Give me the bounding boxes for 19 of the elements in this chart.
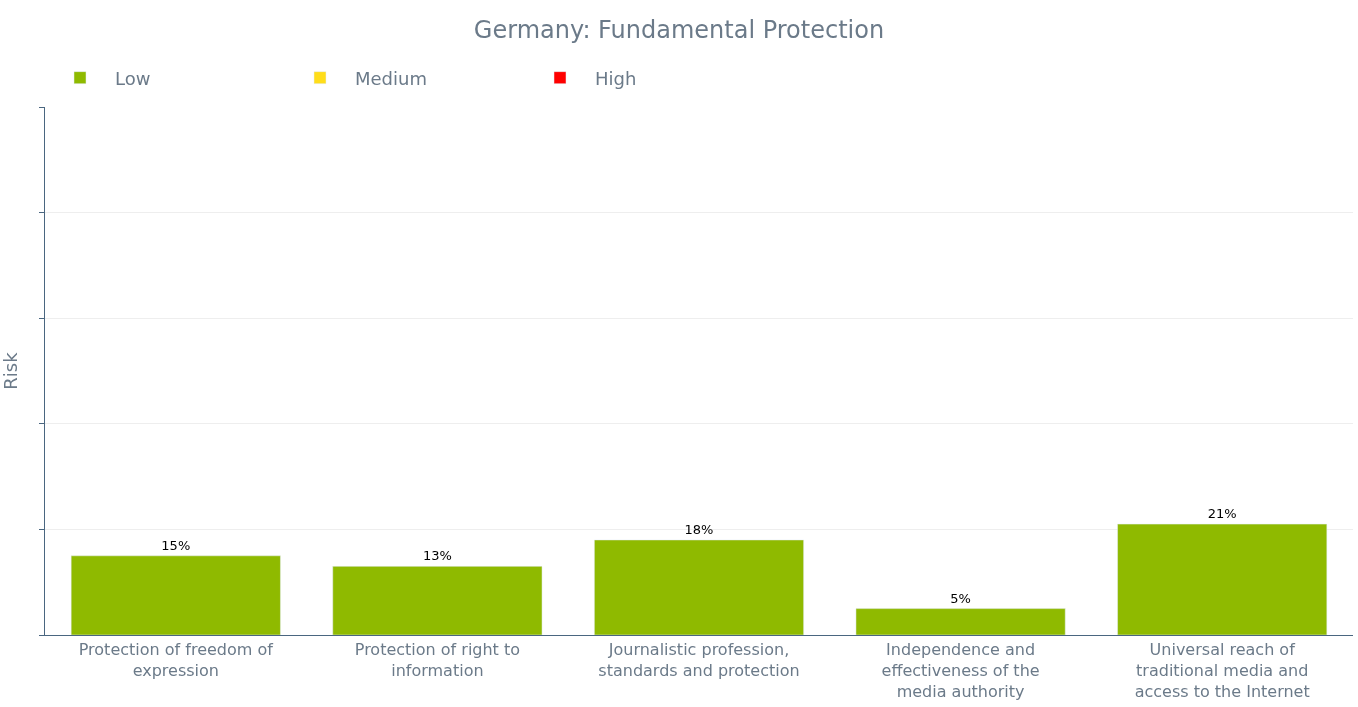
bar xyxy=(332,566,543,635)
x-tick-label: Independence and effectiveness of the media authority xyxy=(881,640,1040,701)
legend-label: Low xyxy=(115,67,151,89)
data-label: 15% xyxy=(161,537,191,553)
data-label: 5% xyxy=(950,590,971,606)
x-tick-label: Universal reach of traditional media and access to the Internet xyxy=(1134,640,1310,701)
bar xyxy=(594,539,804,635)
data-label: 18% xyxy=(684,521,714,537)
bar xyxy=(855,608,1066,635)
data-label: 21% xyxy=(1207,506,1237,522)
y-axis-title: Risk xyxy=(0,351,21,390)
bar xyxy=(70,555,281,635)
legend-label: Medium xyxy=(355,67,427,89)
legend-label: High xyxy=(595,67,637,89)
x-tick-label: Protection of right to information xyxy=(354,640,521,680)
data-label: 13% xyxy=(422,548,452,564)
x-tick-label: Protection of freedom of expression xyxy=(78,640,274,680)
x-tick-label: Journalistic profession, standards and protection xyxy=(598,640,800,680)
chart-title: Germany: Fundamental Protection xyxy=(473,16,885,45)
